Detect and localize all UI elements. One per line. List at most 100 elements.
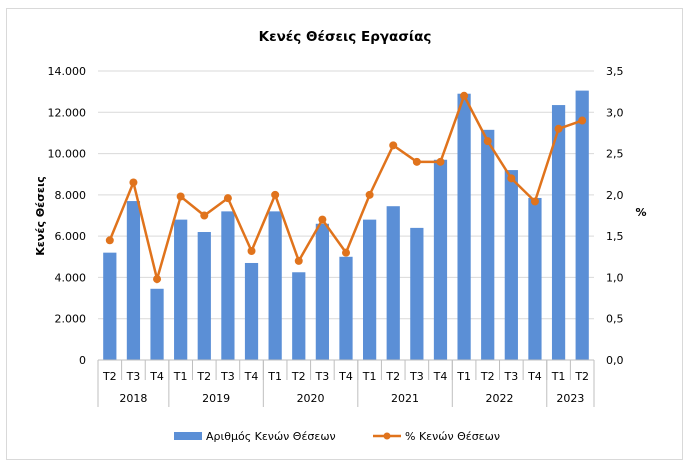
y-tick-label: 2.000 bbox=[55, 313, 87, 326]
x-tick-label: T2 bbox=[102, 370, 117, 383]
line-point bbox=[129, 178, 138, 187]
x-tick-label: T2 bbox=[385, 370, 400, 383]
line-point bbox=[412, 157, 421, 166]
right-axis-ticks: 0,0 0,5 1,0 1,5 2,0 2,5 3,0 3,5 bbox=[606, 65, 624, 367]
line-point bbox=[436, 157, 445, 166]
line-point bbox=[389, 141, 398, 150]
bar bbox=[528, 197, 542, 360]
left-axis-ticks: 0 2.000 4.000 6.000 8.000 10.000 12.000 14.000 bbox=[48, 65, 87, 367]
bar bbox=[457, 93, 471, 360]
y2-tick-label: 3,0 bbox=[606, 106, 624, 119]
bar bbox=[481, 129, 495, 360]
x-tick-label: T4 bbox=[338, 370, 353, 383]
x-tick-label: T3 bbox=[220, 370, 235, 383]
x-tick-label: T1 bbox=[267, 370, 282, 383]
bar bbox=[126, 201, 141, 360]
year-label: 2018 bbox=[119, 392, 147, 405]
line-point bbox=[483, 137, 492, 146]
line-point bbox=[365, 190, 374, 199]
y2-tick-label: 0,5 bbox=[606, 313, 624, 326]
bar bbox=[268, 211, 282, 360]
bar bbox=[363, 219, 377, 360]
x-tick-label: T3 bbox=[503, 370, 518, 383]
year-label: 2020 bbox=[297, 392, 325, 405]
bar bbox=[386, 206, 400, 360]
y2-tick-label: 1,5 bbox=[606, 230, 624, 243]
legend-swatch-marker bbox=[383, 432, 391, 440]
x-tick-label: T2 bbox=[574, 370, 589, 383]
bar bbox=[433, 159, 448, 360]
x-tick-label: T1 bbox=[551, 370, 566, 383]
y2-tick-label: 1,0 bbox=[606, 271, 624, 284]
y2-tick-label: 3,5 bbox=[606, 65, 624, 78]
line-point bbox=[507, 174, 516, 183]
x-tick-label: T1 bbox=[173, 370, 188, 383]
bar bbox=[551, 105, 566, 360]
bar bbox=[197, 232, 211, 360]
bar bbox=[292, 272, 306, 360]
chart-frame bbox=[6, 8, 683, 460]
year-label: 2023 bbox=[556, 392, 584, 405]
x-tick-label: T2 bbox=[480, 370, 495, 383]
bar bbox=[103, 252, 117, 360]
y-tick-label: 10.000 bbox=[48, 148, 87, 161]
bar bbox=[315, 223, 329, 360]
x-tick-label: T3 bbox=[409, 370, 424, 383]
line-point bbox=[578, 116, 587, 125]
y-tick-label: 0 bbox=[79, 354, 86, 367]
year-label: 2019 bbox=[202, 392, 230, 405]
line-point bbox=[530, 197, 539, 206]
bar bbox=[410, 227, 424, 360]
line-point bbox=[271, 190, 280, 199]
y2-tick-label: 2,5 bbox=[606, 148, 624, 161]
line-point bbox=[294, 256, 303, 265]
bar bbox=[174, 219, 188, 360]
y2-tick-label: 2,0 bbox=[606, 189, 624, 202]
y-tick-label: 8.000 bbox=[55, 189, 87, 202]
line-point bbox=[460, 91, 469, 100]
legend: Αριθμός Κενών Θέσεων % Κενών Θέσεων bbox=[174, 430, 500, 443]
chart-title: Κενές Θέσεις Εργασίας bbox=[259, 29, 432, 45]
bar bbox=[339, 256, 353, 360]
y2-axis-label: % bbox=[635, 206, 646, 219]
year-label: 2022 bbox=[486, 392, 514, 405]
line-point bbox=[247, 247, 256, 256]
category-axis: T2 T3 T4 T1 T2 T3 T4 T1 T2 T3 T4 T1 T2 T3 T4 T1 T2 T3 T4 T1… bbox=[97, 359, 595, 407]
x-tick-label: T1 bbox=[362, 370, 377, 383]
y-axis-label: Κενές Θέσεις bbox=[34, 176, 47, 256]
y2-tick-label: 0,0 bbox=[606, 354, 624, 367]
x-tick-label: T4 bbox=[149, 370, 164, 383]
line-point bbox=[176, 192, 185, 201]
line-point bbox=[318, 215, 327, 224]
line-point bbox=[153, 275, 162, 284]
x-tick-label: T3 bbox=[315, 370, 330, 383]
legend-label-line: % Κενών Θέσεων bbox=[405, 430, 500, 443]
bar bbox=[244, 262, 259, 360]
line-point bbox=[200, 211, 209, 220]
line-series bbox=[105, 91, 587, 284]
x-tick-label: T2 bbox=[291, 370, 306, 383]
bar-series bbox=[103, 90, 589, 360]
year-label: 2021 bbox=[391, 392, 419, 405]
bar bbox=[575, 90, 589, 360]
y-tick-label: 12.000 bbox=[48, 106, 87, 119]
x-tick-label: T2 bbox=[196, 370, 211, 383]
x-tick-label: T4 bbox=[527, 370, 542, 383]
x-tick-label: T1 bbox=[456, 370, 471, 383]
legend-swatch-bars bbox=[174, 432, 202, 440]
x-tick-label: T3 bbox=[126, 370, 141, 383]
legend-label-bars: Αριθμός Κενών Θέσεων bbox=[206, 430, 336, 443]
line-point bbox=[105, 236, 114, 245]
bar bbox=[150, 288, 164, 360]
y-tick-label: 4.000 bbox=[55, 271, 87, 284]
bar bbox=[221, 211, 235, 360]
line-point bbox=[223, 194, 232, 203]
y-tick-label: 14.000 bbox=[48, 65, 87, 78]
x-tick-label: T4 bbox=[433, 370, 448, 383]
y-tick-label: 6.000 bbox=[55, 230, 87, 243]
line-point bbox=[342, 248, 350, 257]
line-point bbox=[554, 124, 563, 133]
bar bbox=[504, 170, 518, 360]
x-tick-label: T4 bbox=[244, 370, 259, 383]
